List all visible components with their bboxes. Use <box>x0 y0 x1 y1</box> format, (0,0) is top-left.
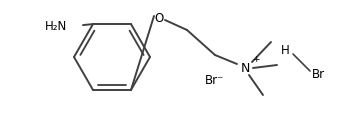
Text: +: + <box>252 55 260 64</box>
Text: N: N <box>240 61 250 74</box>
Text: H₂N: H₂N <box>45 20 67 33</box>
Text: H: H <box>281 43 289 56</box>
Text: Br⁻: Br⁻ <box>205 73 225 87</box>
Text: O: O <box>154 11 164 24</box>
Text: Br: Br <box>311 69 325 82</box>
